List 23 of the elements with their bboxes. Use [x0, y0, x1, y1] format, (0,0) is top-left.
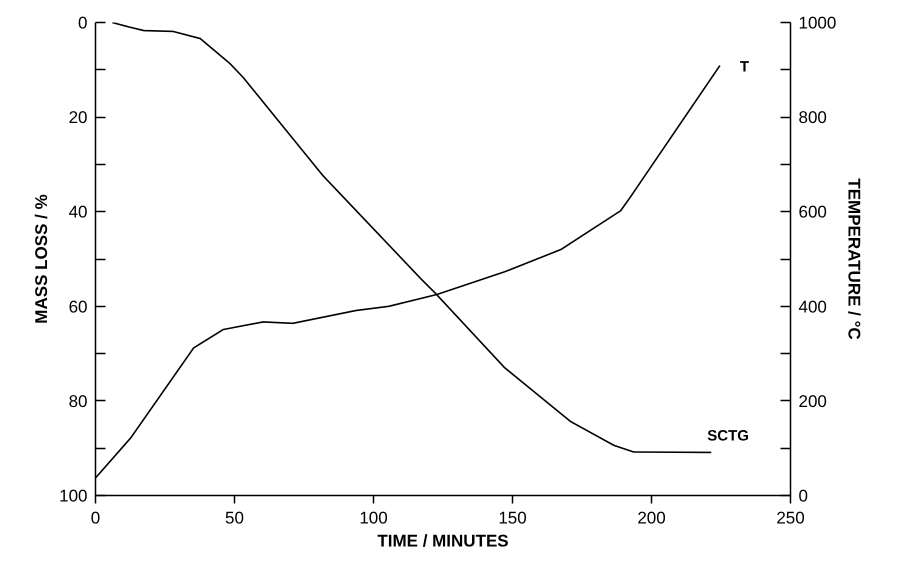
y-tick-label: 80	[68, 392, 88, 411]
y-tick-label: 20	[68, 108, 88, 128]
series-label: T	[740, 58, 750, 76]
y-tick-label: 40	[68, 202, 88, 222]
series-label: SCTG	[707, 427, 749, 444]
y-tick-label: 60	[68, 297, 88, 316]
x-axis-title: TIME / MINUTES	[377, 532, 509, 550]
x-tick-label: 0	[90, 508, 100, 528]
x-tick-label: 250	[776, 508, 805, 528]
y2-axis-title: TEMPERATURE / °C	[844, 178, 864, 340]
y-axis-title: MASS LOSS / %	[32, 194, 52, 324]
x-tick-label: 50	[225, 508, 244, 528]
x-tick-label: 150	[498, 508, 527, 528]
y2-tick-label: 400	[798, 297, 827, 316]
y-tick-label: 100	[59, 486, 88, 506]
y2-tick-label: 1000	[798, 14, 836, 32]
x-tick-label: 200	[637, 508, 666, 528]
y2-tick-label: 200	[798, 392, 827, 411]
y2-tick-label: 600	[798, 202, 827, 222]
x-tick-label: 100	[359, 508, 388, 528]
y2-tick-label: 800	[798, 108, 827, 128]
y2-tick-label: 0	[798, 486, 808, 506]
y-tick-label: 0	[78, 14, 88, 32]
